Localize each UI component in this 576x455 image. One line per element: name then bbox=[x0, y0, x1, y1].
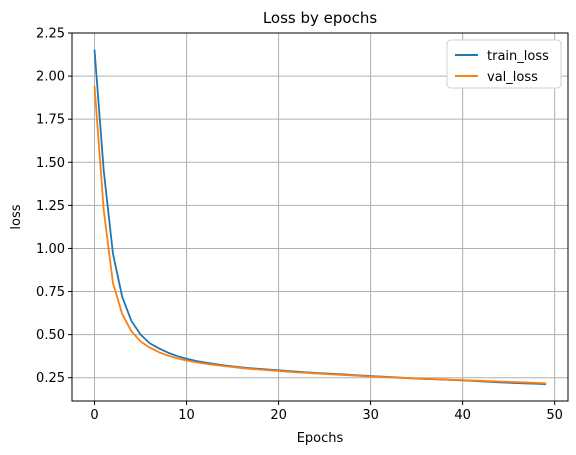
x-tick-label: 20 bbox=[270, 408, 287, 423]
x-tick-label: 10 bbox=[178, 408, 195, 423]
y-tick-label: 0.50 bbox=[36, 328, 65, 343]
y-axis: 0.25 0.50 0.75 1.00 1.25 1.50 1.75 2.00 2.25 bbox=[36, 27, 72, 386]
series-layer bbox=[93, 49, 547, 386]
y-tick-label: 0.25 bbox=[36, 371, 65, 386]
series-line-train-loss bbox=[93, 49, 547, 386]
y-tick-label: 1.75 bbox=[36, 113, 65, 128]
y-tick-label: 1.00 bbox=[36, 242, 65, 257]
series-line-val-loss bbox=[93, 85, 547, 385]
y-tick-label: 1.50 bbox=[36, 156, 65, 171]
legend: train_loss val_loss bbox=[446, 39, 562, 89]
x-tick-label: 30 bbox=[362, 408, 379, 423]
y-tick-label: 2.25 bbox=[36, 27, 65, 42]
y-tick-label: 2.00 bbox=[36, 70, 65, 85]
legend-label-val-loss: val_loss bbox=[487, 70, 538, 85]
y-tick-label: 0.75 bbox=[36, 285, 65, 300]
x-tick-label: 40 bbox=[454, 408, 471, 423]
x-axis: 0 10 20 30 40 50 bbox=[90, 401, 563, 423]
y-tick-label: 1.25 bbox=[36, 199, 65, 214]
legend-label-train-loss: train_loss bbox=[487, 49, 549, 64]
chart-title: Loss by epochs bbox=[263, 9, 378, 27]
x-axis-label: Epochs bbox=[297, 431, 344, 446]
x-tick-label: 50 bbox=[546, 408, 563, 423]
y-axis-label: loss bbox=[9, 204, 24, 229]
plot-frame bbox=[71, 32, 569, 402]
x-tick-label: 0 bbox=[90, 408, 98, 423]
